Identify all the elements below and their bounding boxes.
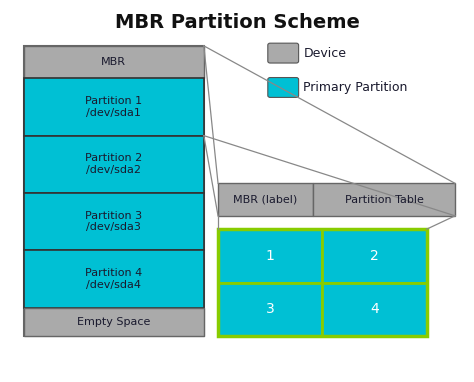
Text: Partition 3
/dev/sda3: Partition 3 /dev/sda3 bbox=[85, 211, 142, 232]
Text: Partition Table: Partition Table bbox=[345, 194, 423, 205]
Bar bbox=[24, 250, 204, 308]
Bar bbox=[313, 183, 455, 216]
Text: Partition 2
/dev/sda2: Partition 2 /dev/sda2 bbox=[85, 154, 142, 175]
Bar bbox=[322, 283, 427, 336]
Text: 3: 3 bbox=[266, 303, 274, 316]
Bar bbox=[322, 229, 427, 283]
Bar bbox=[24, 193, 204, 250]
Bar bbox=[24, 308, 204, 336]
Text: 2: 2 bbox=[370, 249, 379, 263]
Text: Device: Device bbox=[303, 47, 346, 60]
Text: Partition 1
/dev/sda1: Partition 1 /dev/sda1 bbox=[85, 96, 142, 118]
Bar bbox=[218, 183, 313, 216]
Bar bbox=[24, 46, 204, 78]
Bar bbox=[218, 283, 322, 336]
Text: MBR: MBR bbox=[101, 57, 126, 67]
Text: Primary Partition: Primary Partition bbox=[303, 81, 408, 94]
Text: 1: 1 bbox=[266, 249, 274, 263]
Bar bbox=[24, 78, 204, 136]
FancyBboxPatch shape bbox=[268, 78, 299, 97]
Text: 4: 4 bbox=[370, 303, 379, 316]
Bar bbox=[218, 229, 322, 283]
Bar bbox=[218, 229, 427, 336]
FancyBboxPatch shape bbox=[268, 43, 299, 63]
Text: MBR (label): MBR (label) bbox=[233, 194, 298, 205]
Bar bbox=[24, 46, 204, 336]
Text: Empty Space: Empty Space bbox=[77, 317, 150, 327]
Text: Partition 4
/dev/sda4: Partition 4 /dev/sda4 bbox=[85, 268, 142, 290]
Text: MBR Partition Scheme: MBR Partition Scheme bbox=[115, 13, 359, 32]
Bar bbox=[24, 136, 204, 193]
